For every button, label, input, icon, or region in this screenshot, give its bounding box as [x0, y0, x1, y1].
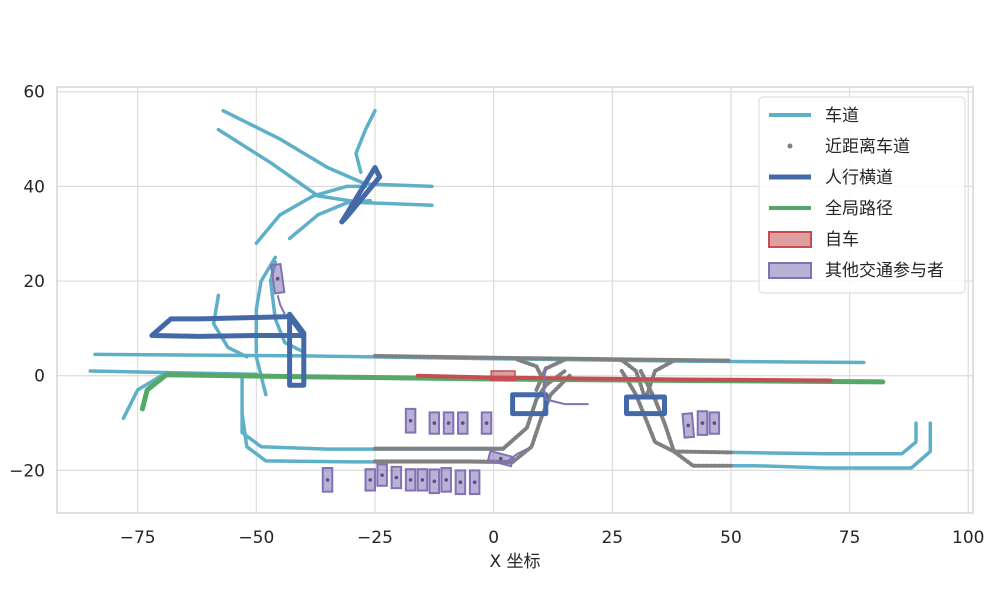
agent-box — [696, 410, 709, 436]
agent-center — [432, 421, 437, 425]
agent-center — [712, 421, 717, 425]
agent-center — [408, 478, 413, 482]
x-tick-label: 50 — [720, 528, 742, 548]
agent-box — [440, 467, 452, 493]
agent-box — [321, 467, 334, 493]
lane-line — [354, 108, 377, 174]
agent-center — [408, 418, 413, 423]
agent-center — [686, 423, 691, 428]
x-tick-label: −25 — [357, 528, 393, 548]
agent-center — [460, 421, 465, 425]
legend-label: 自车 — [825, 230, 859, 250]
near-lane-line — [373, 353, 733, 363]
agent-center — [498, 456, 503, 461]
lane-line — [221, 108, 434, 189]
agent-center — [446, 421, 451, 425]
agent-center — [420, 478, 425, 482]
x-tick-label: 100 — [952, 528, 984, 548]
crosswalk-outline — [149, 314, 307, 339]
agent-center — [458, 480, 463, 485]
legend-handle — [768, 262, 812, 279]
y-tick-label: 40 — [23, 177, 45, 197]
agent-center — [484, 421, 489, 425]
agent-box — [428, 411, 441, 435]
agent-center — [275, 276, 280, 281]
x-tick-label: −50 — [238, 528, 274, 548]
agent-box — [457, 411, 469, 435]
legend-label: 其他交通参与者 — [825, 261, 944, 281]
y-tick-labels: −20 0 20 40 60 — [9, 83, 45, 482]
agent-box — [404, 468, 417, 492]
crosswalk-outline — [339, 165, 383, 225]
legend-label: 近距离车道 — [825, 137, 910, 157]
legend-handle — [787, 143, 793, 149]
plot-frame — [56, 86, 974, 514]
y-tick-label: 20 — [23, 272, 45, 292]
near-lane-line — [373, 373, 572, 464]
agent-box — [454, 469, 467, 496]
agent-box — [681, 412, 696, 439]
x-axis-label: X 坐标 — [489, 552, 540, 572]
agents — [269, 262, 721, 496]
agent-box — [416, 468, 429, 492]
agent-box — [390, 465, 403, 490]
y-tick-label: −20 — [9, 461, 45, 481]
agent-trajectory — [276, 295, 286, 315]
agent-box — [404, 407, 417, 434]
lane-line — [121, 373, 164, 421]
crosswalk-outline — [510, 392, 549, 417]
near-lane-line — [619, 369, 733, 455]
y-tick-label: 60 — [23, 83, 45, 103]
x-tick-label: −75 — [120, 528, 156, 548]
agent-center — [380, 473, 384, 477]
near-lanes — [373, 353, 733, 468]
x-tick-label: 0 — [488, 528, 499, 548]
crosswalk-outline — [624, 394, 667, 417]
x-tick-label: 75 — [839, 528, 861, 548]
agent-box — [486, 449, 515, 468]
legend-label: 车道 — [825, 106, 859, 126]
agent-center — [394, 475, 399, 480]
agent-box — [376, 463, 388, 487]
legend-label: 人行横道 — [825, 168, 893, 188]
agent-center — [325, 478, 330, 482]
agent-box — [364, 468, 376, 492]
agent-box — [468, 469, 481, 496]
agent-center — [432, 479, 437, 484]
agent-box — [708, 411, 721, 435]
lane-line — [254, 255, 278, 354]
y-tick-label: 0 — [34, 367, 45, 387]
agent-center — [472, 480, 477, 485]
agent-box — [428, 468, 441, 495]
near-lane-line — [619, 358, 648, 402]
agent-center — [368, 478, 373, 482]
x-tick-label: 25 — [601, 528, 623, 548]
agent-box — [480, 411, 493, 435]
plot-area — [88, 108, 933, 496]
lane-line — [254, 184, 368, 245]
ego-vehicle — [490, 370, 516, 382]
crosswalks — [149, 165, 667, 417]
agent-center — [444, 478, 448, 482]
lane-line — [211, 293, 249, 359]
legend-label: 全局路径 — [825, 199, 893, 219]
ego-path — [415, 373, 833, 383]
legend-handle — [768, 231, 812, 248]
agent-box — [442, 411, 455, 435]
grid — [57, 87, 973, 513]
agent-box — [269, 262, 286, 295]
ego-group — [415, 370, 833, 383]
x-tick-labels: −75 −50 −25 0 25 50 75 100 — [120, 528, 985, 548]
agent-center — [700, 421, 705, 425]
agent-trajectory — [542, 366, 589, 406]
crosswalk-outline — [287, 311, 307, 388]
